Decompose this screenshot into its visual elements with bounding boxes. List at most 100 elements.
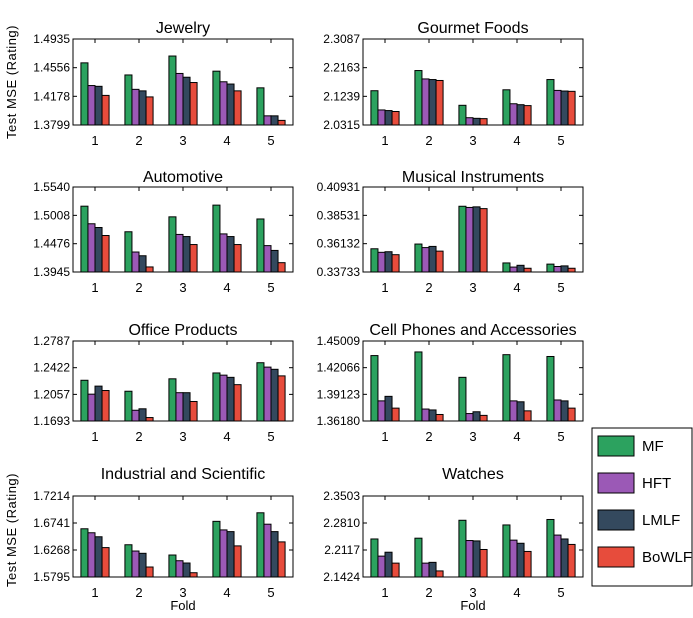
x-tick-label: 5	[267, 585, 274, 600]
bar-lmlf-fold-4	[516, 542, 525, 578]
bar-mf-fold-1	[80, 528, 89, 578]
bar-bowlf-fold-4	[233, 90, 242, 126]
y-tick-label: 1.7214	[33, 489, 70, 503]
legend-swatch-hft	[597, 472, 635, 494]
legend-label-mf: MF	[642, 438, 664, 455]
bar-mf-fold-5	[546, 355, 555, 422]
bar-bowlf-fold-5	[277, 541, 286, 578]
bar-mf-fold-4	[212, 372, 221, 422]
x-tick-label: 2	[425, 585, 432, 600]
bar-mf-fold-3	[458, 519, 467, 578]
bar-lmlf-fold-3	[182, 236, 191, 273]
x-tick-label: 5	[267, 429, 274, 444]
bar-bowlf-fold-1	[101, 235, 110, 273]
bar-bowlf-fold-2	[435, 79, 444, 126]
x-tick-label: 3	[469, 585, 476, 600]
bar-hft-fold-2	[421, 408, 430, 422]
bar-mf-fold-2	[414, 537, 423, 578]
bar-hft-fold-3	[175, 560, 184, 578]
bar-mf-fold-5	[546, 518, 555, 578]
bar-hft-fold-4	[219, 374, 228, 422]
bar-mf-fold-4	[212, 70, 221, 126]
bar-bowlf-fold-3	[189, 82, 198, 126]
bar-lmlf-fold-1	[94, 385, 103, 422]
panel-1: Jewelry 1.4935 1.4556 1.4178 1.3799 1 2 3 4 5	[33, 20, 294, 148]
bar-bowlf-fold-5	[567, 267, 576, 273]
y-tick-label: 0.33733	[317, 265, 361, 279]
bar-hft-fold-5	[553, 89, 562, 126]
bar-mf-fold-5	[256, 362, 265, 422]
x-tick-label: 4	[513, 585, 520, 600]
legend-label-bowlf: BoWLF	[642, 549, 692, 566]
y-tick-label: 2.0315	[323, 118, 360, 132]
panel-8: Watches 2.3503 2.2810 2.2117 2.1424 1 2 3 4 5	[323, 466, 584, 600]
bar-bowlf-fold-4	[233, 244, 242, 273]
bar-mf-fold-3	[168, 216, 177, 273]
bar-bowlf-fold-1	[101, 94, 110, 126]
y-tick-label: 1.45009	[317, 334, 361, 348]
bar-mf-fold-5	[256, 512, 265, 578]
x-tick-label: 3	[469, 133, 476, 148]
bar-bowlf-fold-5	[567, 407, 576, 422]
x-tick-label: 1	[91, 585, 98, 600]
bar-bowlf-fold-4	[523, 267, 532, 273]
bar-lmlf-fold-3	[472, 117, 481, 126]
panel-2: Gourmet Foods 2.3087 2.2163 2.1239 2.0315 1 2 3…	[323, 20, 584, 148]
bar-mf-fold-5	[256, 87, 265, 126]
bar-bowlf-fold-1	[391, 562, 400, 578]
bar-lmlf-fold-5	[270, 368, 279, 422]
bar-mf-fold-4	[212, 520, 221, 578]
panel-title: Gourmet Foods	[417, 20, 528, 37]
bar-lmlf-fold-3	[182, 392, 191, 422]
bar-hft-fold-2	[131, 409, 140, 422]
bar-bowlf-fold-3	[479, 118, 488, 126]
bar-hft-fold-5	[263, 245, 272, 273]
x-tick-label: 4	[513, 133, 520, 148]
bar-hft-fold-1	[87, 532, 96, 578]
bar-lmlf-fold-5	[270, 531, 279, 578]
y-tick-label: 2.2163	[323, 61, 360, 75]
bar-hft-fold-4	[509, 400, 518, 422]
bar-lmlf-fold-3	[472, 206, 481, 273]
bar-mf-fold-4	[502, 89, 511, 126]
bar-hft-fold-1	[377, 400, 386, 422]
x-tick-label: 5	[557, 429, 564, 444]
x-tick-label: 2	[425, 133, 432, 148]
axis-labels: Test MSE (Rating) Test MSE (Rating) Fold Fo…	[4, 25, 486, 613]
bar-bowlf-fold-4	[523, 410, 532, 422]
x-tick-label: 2	[425, 429, 432, 444]
bar-bowlf-fold-1	[391, 407, 400, 422]
bar-hft-fold-3	[175, 392, 184, 422]
bar-lmlf-fold-1	[384, 395, 393, 422]
legend-label-hft: HFT	[642, 475, 671, 492]
x-tick-label: 1	[91, 133, 98, 148]
bar-lmlf-fold-4	[226, 376, 235, 422]
bar-lmlf-fold-3	[182, 562, 191, 578]
x-tick-label: 3	[179, 280, 186, 295]
y-axis-label: Test MSE (Rating)	[4, 473, 19, 587]
y-tick-label: 1.5795	[33, 570, 70, 584]
bar-hft-fold-3	[465, 540, 474, 578]
bar-mf-fold-2	[124, 231, 133, 273]
panel-title: Watches	[442, 466, 504, 483]
bar-bowlf-fold-5	[277, 375, 286, 422]
x-tick-label: 5	[557, 585, 564, 600]
y-tick-label: 1.5008	[33, 208, 70, 222]
x-tick-label: 3	[179, 429, 186, 444]
bar-mf-fold-4	[502, 354, 511, 422]
bar-hft-fold-5	[263, 115, 272, 126]
bar-hft-fold-5	[553, 265, 562, 273]
bar-lmlf-fold-1	[94, 536, 103, 578]
bar-lmlf-fold-1	[384, 551, 393, 578]
bar-hft-fold-2	[421, 78, 430, 126]
x-tick-label: 1	[381, 133, 388, 148]
x-axis-label: Fold	[460, 598, 485, 613]
bar-lmlf-fold-4	[226, 236, 235, 273]
bar-hft-fold-5	[553, 534, 562, 578]
panel-3: Automotive 1.5540 1.5008 1.4476 1.3945 1 2 3 4 5	[33, 169, 294, 295]
bar-hft-fold-1	[87, 393, 96, 422]
bar-mf-fold-3	[458, 104, 467, 126]
x-tick-label: 5	[267, 133, 274, 148]
panel-6: Cell Phones and Accessories 1.45009 1.4206…	[317, 322, 584, 444]
